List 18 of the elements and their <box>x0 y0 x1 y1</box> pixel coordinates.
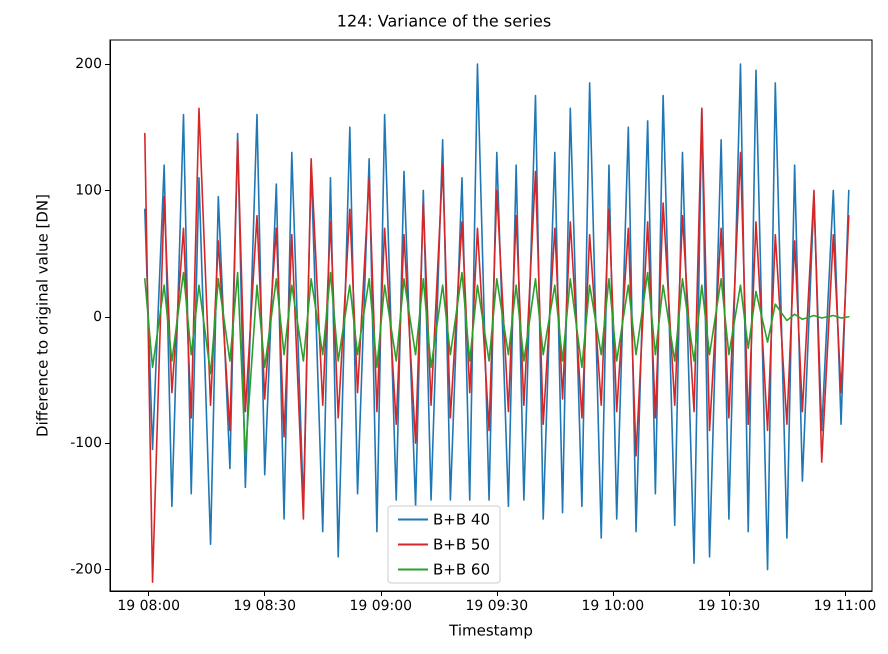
x-tick-label: 19 09:30 <box>465 598 528 614</box>
legend-label: B+B 40 <box>433 510 490 528</box>
y-tick-label: 100 <box>75 182 102 198</box>
x-tick-label: 19 08:30 <box>233 598 296 614</box>
x-tick-label: 19 11:00 <box>814 598 876 614</box>
x-tick-label: 19 10:30 <box>698 598 760 614</box>
x-tick-label: 19 08:00 <box>117 598 180 614</box>
legend-label: B+B 50 <box>433 536 490 554</box>
chart-title: 124: Variance of the series <box>336 12 552 30</box>
legend-label: B+B 60 <box>433 560 490 578</box>
x-tick-label: 19 10:00 <box>582 598 644 614</box>
y-axis-title: Difference to original value [DN] <box>34 194 52 437</box>
y-tick-label: -100 <box>70 435 102 452</box>
x-tick-label: 19 09:00 <box>349 598 412 614</box>
y-tick-label: 0 <box>93 308 102 325</box>
x-axis-title: Timestamp <box>448 622 533 640</box>
y-tick-label: 200 <box>75 56 102 72</box>
y-tick-label: -200 <box>70 562 102 578</box>
